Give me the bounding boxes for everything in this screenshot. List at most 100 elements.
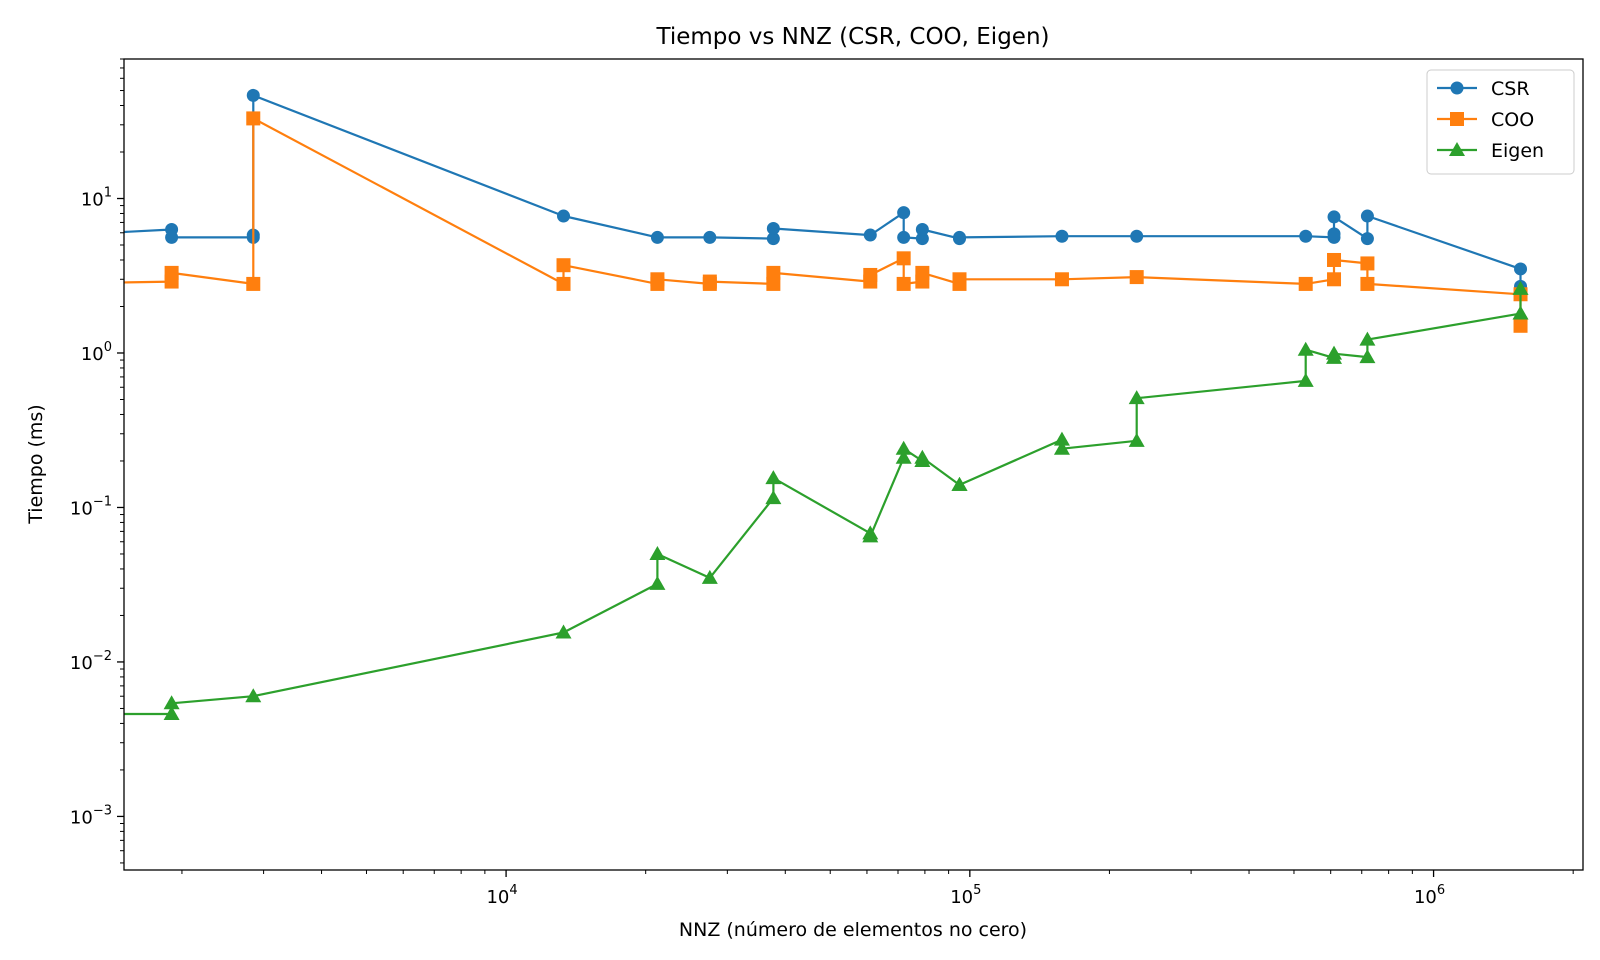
data-point-eigen	[862, 528, 879, 543]
data-point-eigen	[1053, 431, 1070, 446]
y-axis-label: Tiempo (ms)	[25, 404, 47, 524]
data-point-coo	[1327, 272, 1342, 287]
y-tick-label-exponent: −3	[93, 803, 112, 818]
legend-item-coo: COO	[1437, 109, 1534, 131]
x-tick-label-base: 10	[486, 887, 509, 908]
x-tick-label-exponent: 4	[509, 883, 517, 898]
y-tick-label-exponent: −2	[93, 649, 112, 664]
plot-area-frame	[123, 58, 1584, 871]
data-point-coo	[952, 272, 967, 287]
data-point-csr	[650, 230, 664, 244]
data-point-csr	[703, 230, 717, 244]
data-point-csr	[557, 209, 571, 223]
legend-label: CSR	[1491, 78, 1530, 100]
data-point-csr	[766, 232, 780, 246]
data-point-eigen	[1512, 305, 1529, 320]
data-point-csr	[897, 230, 911, 244]
y-tick-label-base: 10	[81, 344, 104, 365]
data-point-eigen	[895, 440, 912, 455]
data-point-eigen	[1297, 341, 1314, 356]
y-tick-label: 10−2	[70, 649, 112, 674]
data-point-eigen	[1359, 349, 1376, 364]
x-axis-label: NNZ (número de elementos no cero)	[679, 919, 1027, 941]
y-tick-label: 101	[81, 186, 112, 211]
data-point-coo	[1513, 318, 1528, 333]
data-point-eigen	[895, 449, 912, 464]
y-tick-label-base: 10	[81, 190, 104, 211]
data-point-csr	[165, 230, 179, 244]
data-point-csr	[766, 221, 780, 235]
data-point-csr	[897, 206, 911, 220]
data-point-csr	[1327, 227, 1341, 241]
data-point-eigen	[1326, 345, 1343, 360]
data-point-eigen	[1359, 331, 1376, 346]
data-point-coo	[766, 265, 781, 280]
data-point-csr	[915, 232, 929, 246]
data-point-csr	[952, 230, 966, 244]
data-point-eigen	[163, 706, 180, 721]
data-point-csr	[1327, 210, 1341, 224]
data-point-coo	[650, 272, 665, 287]
x-tick-label: 105	[950, 883, 981, 908]
data-point-csr	[1130, 229, 1144, 243]
y-tick-label-exponent: 1	[104, 186, 112, 201]
data-point-eigen	[163, 695, 180, 710]
series-eigen	[124, 280, 1529, 721]
x-tick-label: 104	[486, 883, 517, 908]
y-tick-label-base: 10	[70, 807, 93, 828]
series-coo	[124, 111, 1528, 333]
data-point-csr	[915, 223, 929, 237]
data-point-coo	[896, 251, 911, 266]
data-point-coo	[896, 276, 911, 291]
data-point-coo	[1054, 272, 1069, 287]
data-point-eigen	[649, 575, 666, 590]
legend-marker	[1449, 142, 1465, 156]
data-point-coo	[766, 276, 781, 291]
y-tick-label: 10−3	[70, 803, 112, 828]
data-point-eigen	[1053, 440, 1070, 455]
minor-ticks	[120, 58, 1574, 874]
data-point-eigen	[1128, 432, 1145, 447]
data-point-eigen	[649, 545, 666, 560]
data-point-coo	[1360, 276, 1375, 291]
legend-label: Eigen	[1491, 140, 1544, 162]
legend-item-csr: CSR	[1437, 78, 1530, 100]
legend: CSR COO Eigen	[1426, 69, 1575, 175]
chart-title: Tiempo vs NNZ (CSR, COO, Eigen)	[656, 24, 1050, 50]
data-point-coo	[1298, 276, 1313, 291]
data-point-coo	[1129, 270, 1144, 285]
data-point-eigen	[765, 470, 782, 485]
data-point-coo	[1360, 256, 1375, 271]
data-point-coo	[556, 258, 571, 273]
data-point-coo	[556, 276, 571, 291]
data-point-eigen	[245, 688, 262, 703]
x-tick-label-exponent: 6	[1437, 883, 1445, 898]
data-point-eigen	[1297, 372, 1314, 387]
x-tick-label-base: 10	[950, 887, 973, 908]
data-point-csr	[1360, 209, 1374, 223]
data-point-csr	[1360, 232, 1374, 246]
x-tick-label-base: 10	[1414, 887, 1437, 908]
y-tick-label-exponent: −1	[93, 494, 112, 509]
data-point-coo	[915, 265, 930, 280]
legend-item-eigen: Eigen	[1437, 140, 1544, 162]
y-tick-label: 100	[81, 340, 112, 365]
y-tick-label-exponent: 0	[104, 340, 112, 355]
data-point-csr	[246, 88, 260, 102]
data-point-eigen	[914, 449, 931, 464]
data-point-eigen	[765, 490, 782, 505]
data-point-coo	[164, 265, 179, 280]
data-point-eigen	[701, 569, 718, 584]
series-layer	[124, 88, 1529, 721]
data-point-eigen	[1512, 280, 1529, 295]
legend-label: COO	[1491, 109, 1534, 131]
data-point-eigen	[555, 624, 572, 639]
legend-box	[1426, 69, 1575, 175]
y-tick-label-base: 10	[70, 653, 93, 674]
data-point-eigen	[1128, 390, 1145, 405]
data-point-coo	[1327, 252, 1342, 267]
data-point-csr	[863, 228, 877, 242]
